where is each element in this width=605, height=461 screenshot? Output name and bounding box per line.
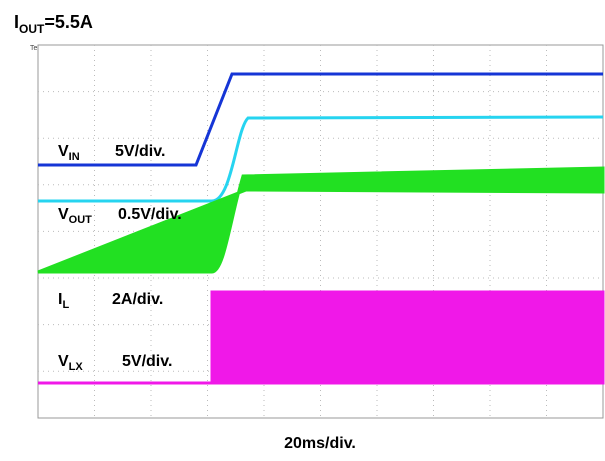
label-scale: 5V/div. [122,353,172,370]
label-main: V [58,143,69,160]
label-main: V [58,206,69,223]
label-sub: IN [69,151,80,163]
label-scale: 0.5V/div. [118,206,182,223]
title-rest: =5.5A [44,12,93,32]
timebase: 20ms/div. [284,435,356,452]
label-sub: LX [69,361,84,373]
label-scale: 5V/div. [115,143,165,160]
title-sub: OUT [19,22,45,36]
label-scale: 2A/div. [112,291,163,308]
scope-capture: IOUT=5.5A Tek Stop VIN5V/div.VOUT0.5V/di… [0,0,605,461]
label-sub: L [62,299,69,311]
label-sub: OUT [69,214,93,226]
page-title: IOUT=5.5A [14,12,93,36]
label-main: V [58,353,69,370]
